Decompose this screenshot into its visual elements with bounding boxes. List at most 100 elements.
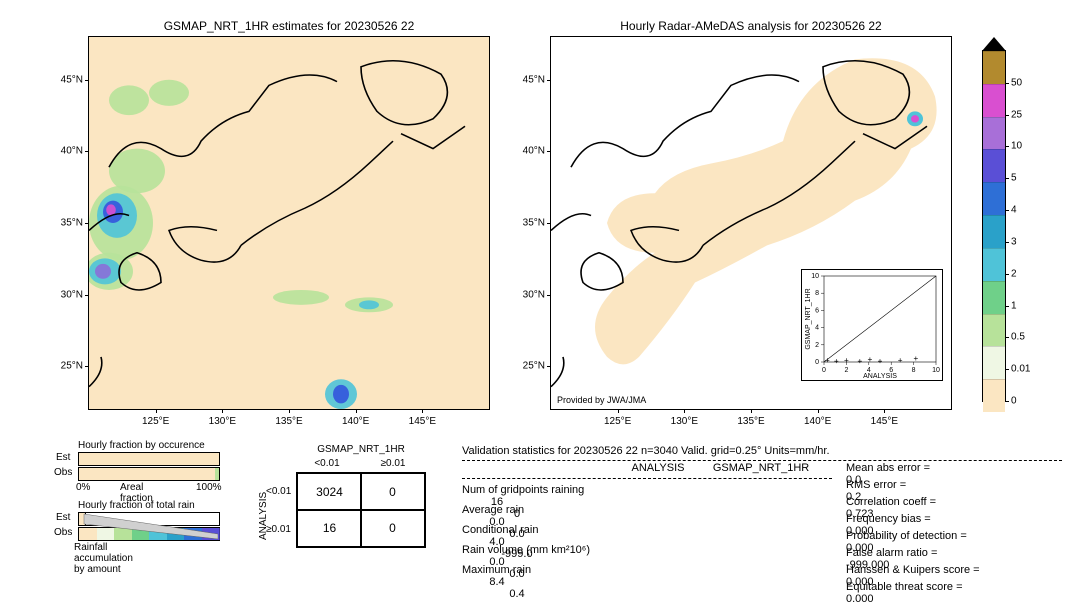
hdr-gsmap: GSMAP_NRT_1HR [701,462,821,474]
colorbar-seg [983,149,1005,182]
matrix-col-title: GSMAP_NRT_1HR [296,444,426,455]
x-tick: 135°E [275,416,302,427]
stat-a: 8.4 [462,576,532,588]
colorbar-seg [983,379,1005,412]
stats-rule-mid [462,478,832,479]
occ-tick-1: 100% [196,482,222,493]
stat-b: 0.4 [462,588,572,600]
ribbon-svg [78,512,218,540]
y-tick: 45°N [51,74,83,85]
stats-col-headers: ANALYSIS GSMAP_NRT_1HR [618,462,821,474]
matrix-col-0: <0.01 [296,458,358,469]
colorbar-tick: 25 [1011,109,1022,120]
x-tick: 140°E [342,416,369,427]
tr-footer: Rainfall accumulation by amount [74,542,133,575]
rstat-label: False alarm ratio = [846,547,1016,559]
right-map-title: Hourly Radar-AMeDAS analysis for 2023052… [551,19,951,33]
colorbar-arrow-top [982,37,1006,51]
tr-row-obs: Obs [54,527,72,538]
y-tick: 25°N [51,361,83,372]
hdr-analysis: ANALYSIS [618,462,698,474]
scatter-svg: 00224466881010ANALYSISGSMAP_NRT_1HR [802,270,942,380]
left-map-svg [89,37,489,409]
svg-text:2: 2 [844,367,848,374]
matrix-row-1: ≥0.01 [266,524,291,535]
svg-text:8: 8 [815,290,819,297]
occ-bar-est [78,452,220,466]
occ-bar-obs [78,467,220,481]
svg-text:6: 6 [815,307,819,314]
x-tick: 130°E [671,416,698,427]
colorbar-seg [983,346,1005,379]
x-tick: 125°E [604,416,631,427]
colorbar-seg [983,281,1005,314]
rstat-label: Frequency bias = [846,513,1016,525]
scatter-inset: 00224466881010ANALYSISGSMAP_NRT_1HR [801,269,943,381]
left-map-title: GSMAP_NRT_1HR estimates for 20230526 22 [89,19,489,33]
cell-00: 3024 [297,473,362,511]
x-tick: 135°E [737,416,764,427]
svg-text:10: 10 [932,367,940,374]
svg-text:10: 10 [811,273,819,280]
colorbar-seg [983,314,1005,347]
occ-row-est: Est [56,452,70,463]
rstat-label: Probability of detection = [846,530,1016,542]
colorbar-seg [983,117,1005,150]
colorbar-tick: 0.5 [1011,332,1025,343]
occ-row-obs: Obs [54,467,72,478]
y-tick: 40°N [513,146,545,157]
colorbar-seg [983,51,1005,84]
rstat-label: Hanssen & Kuipers score = [846,564,1016,576]
colorbar: 00.010.512345102550 [982,50,1006,402]
stats-title: Validation statistics for 20230526 22 n=… [462,445,830,457]
svg-text:0: 0 [822,367,826,374]
svg-text:0: 0 [815,359,819,366]
svg-text:2: 2 [815,342,819,349]
svg-text:8: 8 [912,367,916,374]
colorbar-tick: 4 [1011,205,1017,216]
svg-text:4: 4 [815,325,819,332]
contingency-matrix: 3024 0 16 0 [296,472,426,548]
right-stat-row: Equitable threat score =0.000 [846,581,1016,605]
colorbar-seg [983,182,1005,215]
rstat-label: RMS error = [846,479,1016,491]
y-tick: 45°N [513,74,545,85]
colorbar-tick: 50 [1011,77,1022,88]
colorbar-tick: 2 [1011,268,1017,279]
stat-label: Average rain [462,504,626,516]
colorbar-tick: 1 [1011,300,1017,311]
stats-rule-top [462,460,1062,461]
colorbar-tick: 3 [1011,236,1017,247]
svg-text:GSMAP_NRT_1HR: GSMAP_NRT_1HR [805,288,812,349]
y-tick: 25°N [513,361,545,372]
stats-row: Maximum rain8.40.4 [462,564,626,600]
matrix-row-0: <0.01 [266,486,291,497]
y-tick: 30°N [51,289,83,300]
y-tick: 35°N [51,218,83,229]
cell-11: 0 [360,509,425,547]
provider-credit: Provided by JWA/JMA [557,395,646,405]
colorbar-seg [983,248,1005,281]
colorbar-tick: 10 [1011,141,1022,152]
rstat-label: Mean abs error = [846,462,1016,474]
x-tick: 125°E [142,416,169,427]
stat-label: Conditional rain [462,524,626,536]
cell-01: 0 [360,473,425,511]
x-tick: 140°E [804,416,831,427]
y-tick: 35°N [513,218,545,229]
colorbar-seg [983,84,1005,117]
rstat-label: Equitable threat score = [846,581,1016,593]
matrix-col-1: ≥0.01 [362,458,424,469]
stat-label: Maximum rain [462,564,626,576]
svg-text:ANALYSIS: ANALYSIS [863,373,897,380]
colorbar-tick: 0.01 [1011,364,1030,375]
rstat-label: Correlation coeff = [846,496,1016,508]
cell-10: 16 [297,509,362,547]
stat-label: Rain volume (mm km²10⁶) [462,544,626,556]
totalrain-title: Hourly fraction of total rain [78,500,195,511]
y-tick: 40°N [51,146,83,157]
right-map: Hourly Radar-AMeDAS analysis for 2023052… [550,36,952,410]
left-map: GSMAP_NRT_1HR estimates for 20230526 22 … [88,36,490,410]
x-tick: 145°E [409,416,436,427]
colorbar-tick: 5 [1011,173,1017,184]
